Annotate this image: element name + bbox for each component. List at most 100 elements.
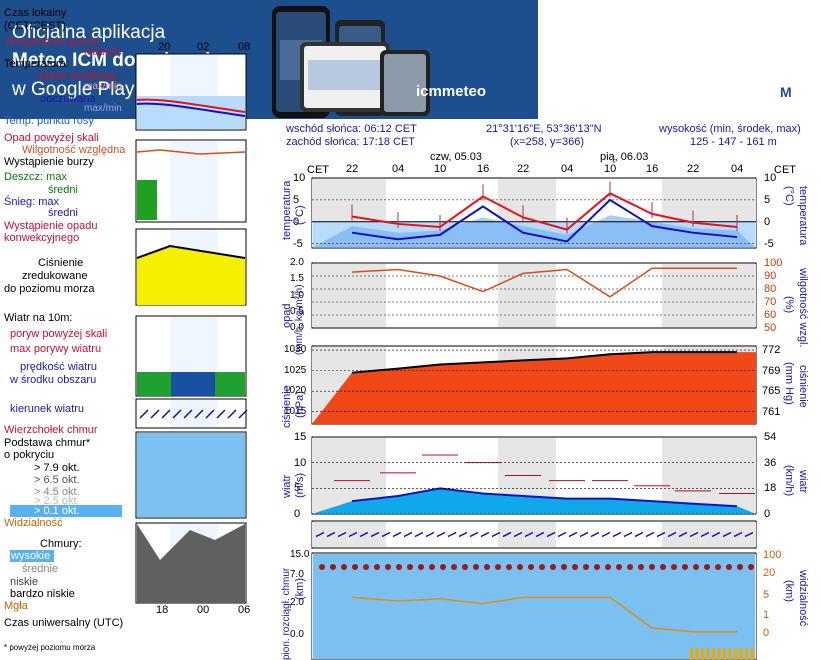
cloud-top-dot-15 xyxy=(484,564,490,570)
legend-cloud-fill xyxy=(137,433,245,517)
pressure-axis-label: ciśnienie xyxy=(281,385,293,428)
cloud-top-dot-27 xyxy=(616,564,622,570)
night-band-dir-2 xyxy=(662,522,756,547)
cloud-top-dot-38 xyxy=(737,564,743,570)
vis-tick-right-1: 20 xyxy=(763,567,776,579)
legend-convective-2: konwekcyjnego xyxy=(4,232,80,244)
legend-snow: Śnieg: max xyxy=(4,196,60,208)
legend-cloud-base: Podstawa chmur* xyxy=(4,437,91,449)
logo-badge: M xyxy=(780,84,792,100)
legend-footnote: * powyżej poziomu morza xyxy=(4,643,96,652)
wind-arrow-29 xyxy=(634,531,644,538)
prec-tick-left-2: 1.0 xyxy=(290,289,304,301)
grid-text: (x=258, y=366) xyxy=(510,136,584,148)
wind-arrow-14 xyxy=(469,531,479,538)
temp-tick-left-1: 5 xyxy=(293,193,300,206)
wind-arrow-34 xyxy=(689,531,699,538)
pres-tick-left-2: 1020 xyxy=(284,385,307,397)
cloud-top-dot-37 xyxy=(726,564,732,570)
legend-humidity-line xyxy=(136,149,246,155)
cloud-top-dot-28 xyxy=(627,564,633,570)
temp-tick-left-0: 10 xyxy=(293,172,306,184)
cloud-top-dot-24 xyxy=(583,564,589,570)
cloud-top-dot-1 xyxy=(330,564,336,570)
legend-wind-arrow-5 xyxy=(194,409,204,419)
cloud-tick-left-2: 2.0 xyxy=(290,597,304,608)
fog-bar-5 xyxy=(717,648,721,660)
legend-storm: Wystąpienie burzy xyxy=(4,156,94,168)
dew-point-area xyxy=(312,215,756,248)
cloud-top-dot-9 xyxy=(418,564,424,570)
temp-tick-right-0: 10 xyxy=(764,172,777,184)
wind-arrow-30 xyxy=(645,531,655,538)
fog-bar-10 xyxy=(745,648,748,660)
cloud-top-dot-16 xyxy=(495,564,501,570)
wind-arrow-31 xyxy=(656,531,666,538)
wind-speed-line xyxy=(351,487,738,508)
pres-tick-left-3: 1015 xyxy=(284,405,307,417)
legend-wind-green-b xyxy=(215,372,245,396)
legend-rain-bars xyxy=(137,180,157,220)
wind-tick-left-1: 10 xyxy=(294,456,307,469)
wind-arrow-35 xyxy=(700,531,710,538)
legend-okt65: > 6.5 okt. xyxy=(34,474,80,486)
cloud-top-dot-19 xyxy=(528,564,534,570)
vis-tick-right-0: 100 xyxy=(763,549,782,561)
night-band-prec-0 xyxy=(312,264,386,327)
cet-label-left: CET xyxy=(307,164,329,176)
legend-temp-fill xyxy=(137,96,245,129)
legend-utc: Czas uniwersalny (UTC) xyxy=(4,617,124,629)
pressure-unit-label: (hPa) xyxy=(294,391,306,418)
legend-mini-charts xyxy=(135,53,248,604)
legend-wind-title: Wiatr na 10m: xyxy=(4,312,73,324)
hour-tick-2: 10 xyxy=(434,163,447,175)
visibility-line xyxy=(351,596,737,633)
fog-bar-8 xyxy=(734,648,737,660)
pressure-axis-label-right: ciśnienie xyxy=(797,365,809,408)
wind-arrow-37 xyxy=(722,531,732,538)
wind-arrow-23 xyxy=(568,531,578,538)
cet-label-right: CET xyxy=(774,164,796,176)
wind-arrow-7 xyxy=(392,531,402,538)
legend-wind-arrow-0 xyxy=(139,409,149,419)
wind-arrow-4 xyxy=(359,531,369,538)
logo-badge-box: M xyxy=(765,80,811,104)
wind-arrow-5 xyxy=(370,531,380,538)
legend-bottom-tick-1: 18 xyxy=(156,604,169,616)
pressure-line xyxy=(351,351,737,374)
wind-arrow-36 xyxy=(711,531,721,538)
legend-soil-range: max/min xyxy=(84,47,122,58)
cloud-top-dot-11 xyxy=(440,564,446,570)
cloud-unit-label: (km) xyxy=(294,578,306,600)
vis-unit-label: (km) xyxy=(783,580,795,602)
legend-wind-arrow-2 xyxy=(161,409,171,419)
cloud-top-dot-26 xyxy=(605,564,611,570)
temp-tick-left-3: -5 xyxy=(293,237,303,250)
logo-text: icmmeteo xyxy=(416,83,487,100)
humidity-axis-label: wilgotność wzgl. xyxy=(797,268,809,348)
app-banner[interactable]: Oficjalna aplikacja Meteo ICM do pobrani… xyxy=(0,0,538,119)
temp-series-0 xyxy=(351,192,738,231)
cloud-top-dot-33 xyxy=(682,564,688,570)
precip-axis-label: opad xyxy=(281,303,293,328)
wind-speed-area xyxy=(312,488,756,514)
pres-tick-left-1: 1025 xyxy=(284,364,307,376)
legend-feels-line xyxy=(136,102,246,117)
hum-tick-right-5: 50 xyxy=(764,322,777,334)
height-values: 125 - 147 - 161 m xyxy=(690,136,777,148)
temp-tick-right-2: 0 xyxy=(764,215,771,228)
cloud-tick-left-1: 7.0 xyxy=(290,569,304,580)
cloud-top-dot-5 xyxy=(374,564,380,570)
hour-tick-0: 22 xyxy=(346,163,359,175)
cloud-top-dot-12 xyxy=(451,564,457,570)
legend-fog: Mgła xyxy=(4,600,28,612)
prec-tick-left-1: 1.5 xyxy=(290,273,304,285)
legend-rain-mid: średni xyxy=(48,184,78,196)
legend-okt79: > 7.9 okt. xyxy=(34,462,80,474)
wind-arrow-8 xyxy=(403,531,413,538)
night-band-wind-2 xyxy=(662,438,756,513)
wind-arrow-16 xyxy=(491,531,501,538)
temp-tick-right-3: -5 xyxy=(764,237,774,250)
hour-tick-6: 10 xyxy=(604,163,617,175)
legend-low: niskie xyxy=(10,576,39,588)
